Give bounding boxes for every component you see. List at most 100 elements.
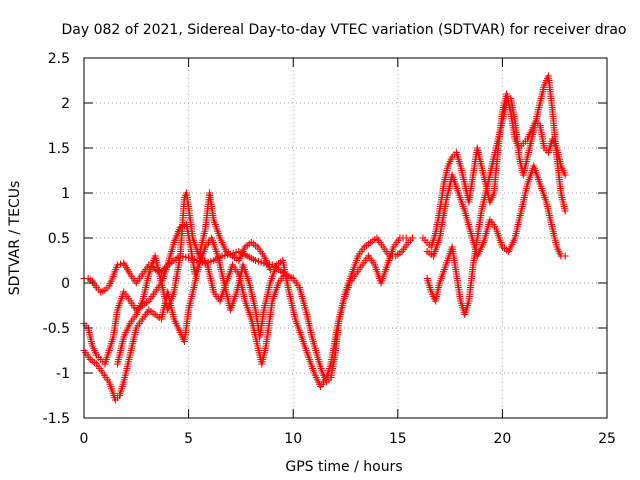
data-point [373, 234, 381, 242]
data-point [477, 162, 485, 170]
data-point [120, 259, 128, 267]
data-point [515, 153, 523, 161]
data-point [170, 239, 178, 246]
y-tick-label: 0 [61, 276, 70, 292]
data-point [544, 149, 552, 156]
x-tick-label: 25 [598, 431, 616, 447]
data-point [423, 275, 431, 282]
x-tick-label: 15 [389, 431, 407, 447]
data-point [542, 198, 550, 206]
data-point [151, 252, 159, 260]
data-point [279, 257, 287, 264]
data-point [390, 243, 398, 251]
data-point [469, 171, 477, 179]
data-point [298, 333, 306, 341]
data-point [97, 356, 105, 363]
data-point [116, 392, 124, 399]
data-point [239, 261, 247, 269]
y-tick-label: -1 [56, 366, 70, 382]
data-point [549, 225, 557, 233]
data-point [530, 162, 538, 170]
data-point [316, 383, 324, 390]
data-point [494, 135, 502, 143]
data-point [452, 270, 460, 278]
data-point [360, 243, 368, 251]
data-point [189, 234, 197, 242]
series-track-b [82, 221, 407, 388]
data-point [291, 315, 299, 323]
x-tick-label: 10 [284, 431, 302, 447]
data-point [511, 117, 519, 125]
data-point [352, 270, 360, 278]
data-point [427, 288, 435, 296]
data-point [377, 279, 385, 287]
data-point [126, 320, 134, 327]
data-point [164, 261, 172, 269]
data-point [113, 306, 121, 314]
data-point [132, 324, 140, 332]
y-tick-label: 2.5 [48, 51, 70, 67]
data-point [107, 277, 115, 285]
data-point [457, 162, 465, 170]
data-point [544, 72, 552, 80]
data-point [93, 351, 101, 359]
data-point [233, 288, 241, 296]
data-point [379, 243, 387, 251]
data-point [254, 243, 262, 251]
data-point [235, 257, 243, 264]
data-point [245, 279, 253, 287]
data-point [111, 396, 119, 404]
data-point [241, 297, 249, 305]
data-point [191, 279, 199, 287]
data-point [109, 333, 117, 341]
data-point [210, 216, 218, 224]
data-point [383, 261, 391, 269]
data-point [120, 333, 128, 341]
data-point [505, 248, 513, 255]
data-point [310, 369, 318, 377]
data-point [561, 171, 569, 179]
data-point [452, 149, 460, 156]
chart-title: Day 082 of 2021, Sidereal Day-to-day VTE… [61, 22, 626, 38]
data-point [482, 189, 490, 197]
data-point [486, 198, 494, 206]
data-markers [80, 72, 569, 404]
data-point [473, 144, 481, 152]
data-point [358, 261, 366, 269]
data-point [99, 369, 107, 377]
data-point [519, 171, 527, 179]
data-point [442, 198, 450, 206]
data-point [536, 99, 544, 107]
data-point [408, 234, 416, 242]
data-point [132, 279, 140, 287]
x-tick-label: 0 [80, 431, 89, 447]
data-point [203, 261, 211, 269]
data-point [498, 117, 506, 125]
data-point [101, 360, 109, 368]
data-point [461, 180, 469, 188]
data-point [477, 207, 485, 215]
data-point [208, 234, 216, 242]
x-tick-label: 20 [493, 431, 511, 447]
data-point [561, 252, 569, 260]
data-point [241, 243, 249, 251]
data-point-interp [117, 260, 125, 268]
y-tick-label: 1.5 [48, 141, 70, 157]
data-point [507, 95, 515, 102]
data-point [139, 315, 147, 323]
data-point [126, 297, 134, 305]
data-point [247, 239, 255, 246]
data-point [289, 275, 297, 282]
data-point [229, 261, 237, 269]
data-point [346, 279, 354, 287]
data-point [139, 270, 147, 278]
data-point [536, 180, 544, 188]
data-point [176, 329, 184, 336]
data-point [214, 252, 222, 260]
data-point [461, 207, 469, 215]
data-point [262, 342, 270, 350]
data-point [101, 286, 109, 294]
data-point [473, 252, 481, 260]
